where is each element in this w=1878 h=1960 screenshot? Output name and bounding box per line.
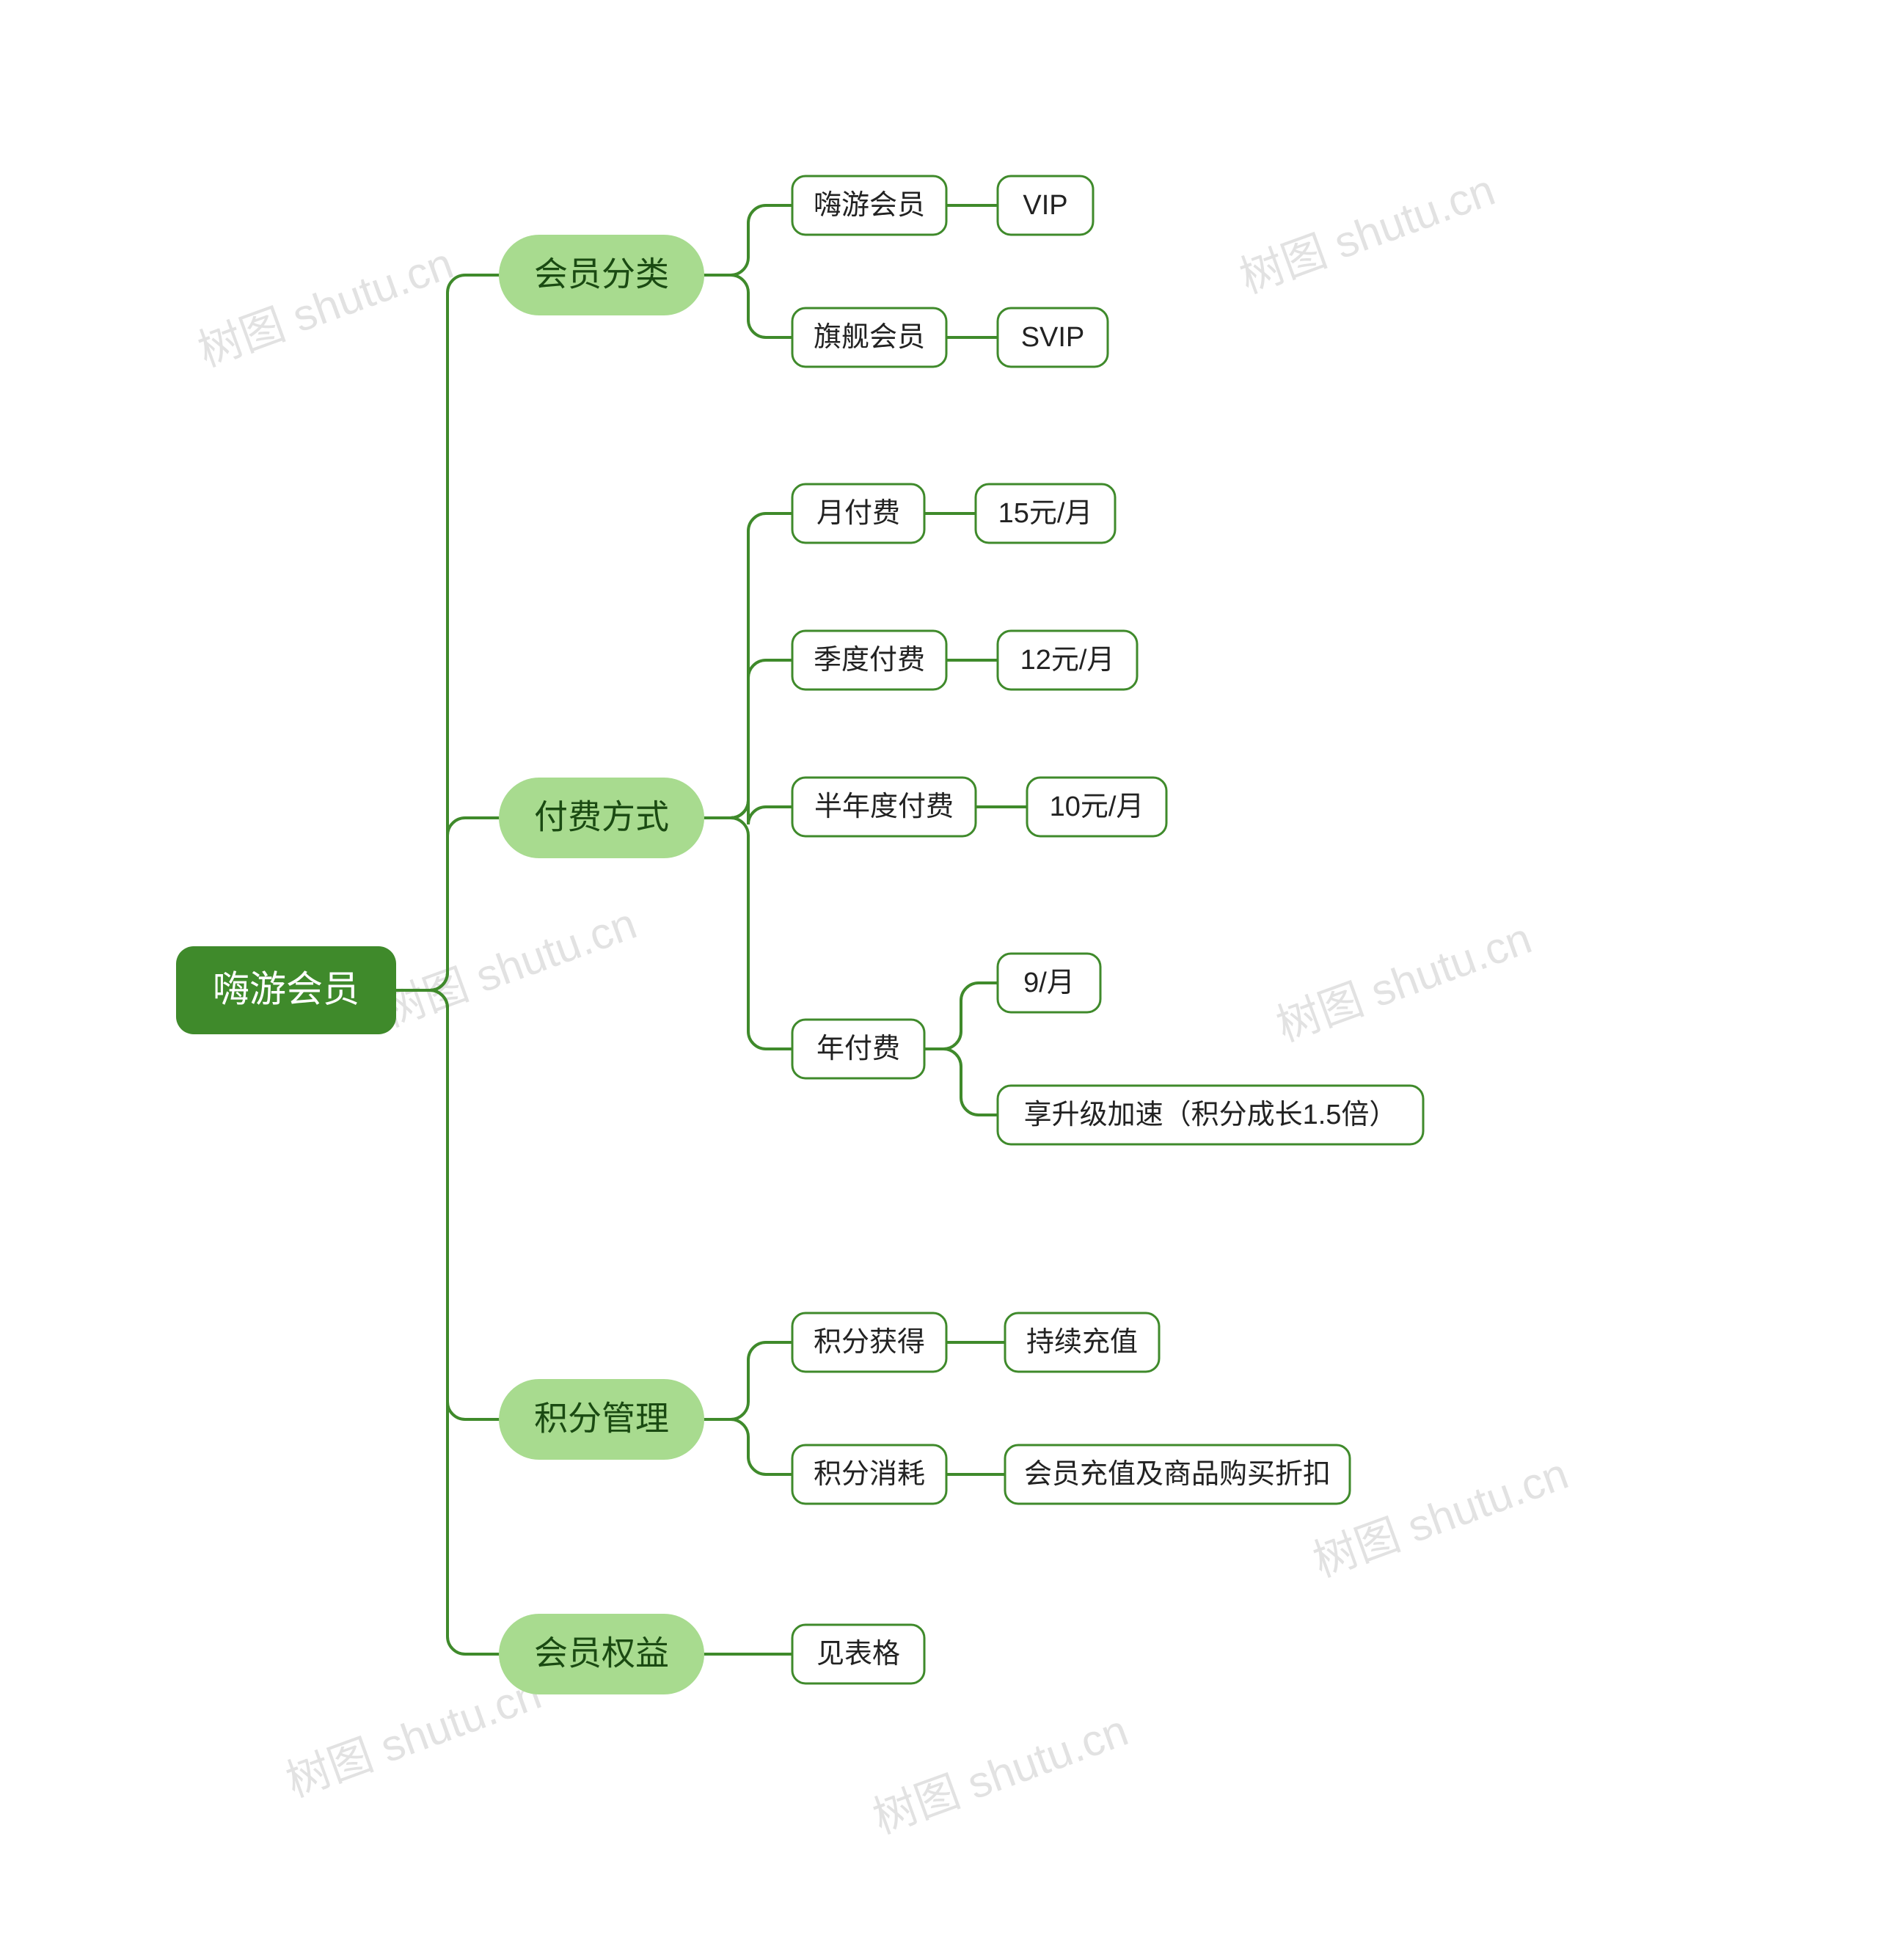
leaf-node-label: 月付费 bbox=[816, 498, 900, 529]
leaf-node-label: 积分消耗 bbox=[814, 1459, 925, 1490]
leaf-node-label: 积分获得 bbox=[814, 1327, 925, 1358]
watermark-text: 树图 shutu.cn bbox=[376, 899, 643, 1036]
leaf-node: 半年度付费 bbox=[792, 778, 976, 836]
leaf-node-label: 持续充值 bbox=[1026, 1327, 1138, 1358]
connector bbox=[924, 983, 998, 1049]
leaf-node: 会员充值及商品购买折扣 bbox=[1005, 1445, 1350, 1504]
watermark-text: 树图 shutu.cn bbox=[867, 1705, 1134, 1843]
leaf-node: 见表格 bbox=[792, 1625, 924, 1683]
leaf-node-label: 12元/月 bbox=[1020, 645, 1115, 676]
connector bbox=[704, 800, 792, 824]
leaf-node: 9/月 bbox=[998, 954, 1100, 1012]
connector bbox=[924, 1049, 998, 1115]
leaf-node: 15元/月 bbox=[976, 484, 1115, 543]
connector bbox=[704, 660, 792, 818]
leaf-node-label: 旗舰会员 bbox=[814, 322, 925, 353]
branch-node: 付费方式 bbox=[499, 778, 704, 858]
connector bbox=[704, 275, 792, 337]
branch-node: 积分管理 bbox=[499, 1379, 704, 1460]
leaf-node-label: SVIP bbox=[1021, 322, 1085, 353]
branch-node-label: 付费方式 bbox=[534, 797, 669, 835]
connector bbox=[396, 990, 499, 1654]
leaf-node: 月付费 bbox=[792, 484, 924, 543]
leaf-node: 12元/月 bbox=[998, 631, 1137, 690]
node-layer: 嗨游会员会员分类嗨游会员VIP旗舰会员SVIP付费方式月付费15元/月季度付费1… bbox=[176, 176, 1423, 1694]
leaf-node: SVIP bbox=[998, 308, 1108, 367]
leaf-node-label: VIP bbox=[1023, 190, 1067, 221]
leaf-node: 积分消耗 bbox=[792, 1445, 946, 1504]
leaf-node: 10元/月 bbox=[1027, 778, 1166, 836]
watermark-text: 树图 shutu.cn bbox=[192, 238, 459, 376]
root-node: 嗨游会员 bbox=[176, 946, 396, 1034]
watermark-text: 树图 shutu.cn bbox=[280, 1669, 547, 1806]
leaf-node: VIP bbox=[998, 176, 1093, 235]
connector-layer bbox=[396, 205, 1027, 1654]
leaf-node-label: 15元/月 bbox=[998, 498, 1093, 529]
watermark-layer: 树图 shutu.cn 树图 shutu.cn 树图 shutu.cn 树图 shut… bbox=[192, 165, 1574, 1843]
leaf-node: 持续充值 bbox=[1005, 1313, 1159, 1372]
watermark-text: 树图 shutu.cn bbox=[1271, 913, 1538, 1050]
leaf-node: 旗舰会员 bbox=[792, 308, 946, 367]
leaf-node-label: 年付费 bbox=[816, 1034, 900, 1064]
leaf-node-label: 会员充值及商品购买折扣 bbox=[1024, 1459, 1331, 1490]
connector bbox=[704, 1419, 792, 1474]
connector bbox=[704, 818, 792, 1049]
leaf-node-label: 嗨游会员 bbox=[814, 190, 925, 221]
branch-node: 会员权益 bbox=[499, 1614, 704, 1694]
branch-node: 会员分类 bbox=[499, 235, 704, 315]
root-node-label: 嗨游会员 bbox=[213, 969, 359, 1010]
leaf-node-label: 季度付费 bbox=[814, 645, 925, 676]
leaf-node: 享升级加速（积分成长1.5倍） bbox=[998, 1086, 1423, 1144]
leaf-node-label: 见表格 bbox=[816, 1639, 900, 1670]
connector bbox=[704, 1342, 792, 1419]
leaf-node: 嗨游会员 bbox=[792, 176, 946, 235]
mindmap-diagram: 树图 shutu.cn 树图 shutu.cn 树图 shutu.cn 树图 shut… bbox=[0, 0, 1878, 1960]
branch-node-label: 会员权益 bbox=[534, 1634, 669, 1672]
branch-node-label: 会员分类 bbox=[534, 255, 669, 293]
connector bbox=[704, 205, 792, 275]
leaf-node: 年付费 bbox=[792, 1020, 924, 1078]
leaf-node-label: 享升级加速（积分成长1.5倍） bbox=[1024, 1100, 1397, 1130]
leaf-node-label: 9/月 bbox=[1023, 968, 1075, 998]
leaf-node: 季度付费 bbox=[792, 631, 946, 690]
watermark-text: 树图 shutu.cn bbox=[1234, 165, 1501, 302]
leaf-node: 积分获得 bbox=[792, 1313, 946, 1372]
leaf-node-label: 半年度付费 bbox=[814, 791, 954, 822]
leaf-node-label: 10元/月 bbox=[1050, 791, 1144, 822]
branch-node-label: 积分管理 bbox=[534, 1399, 669, 1437]
